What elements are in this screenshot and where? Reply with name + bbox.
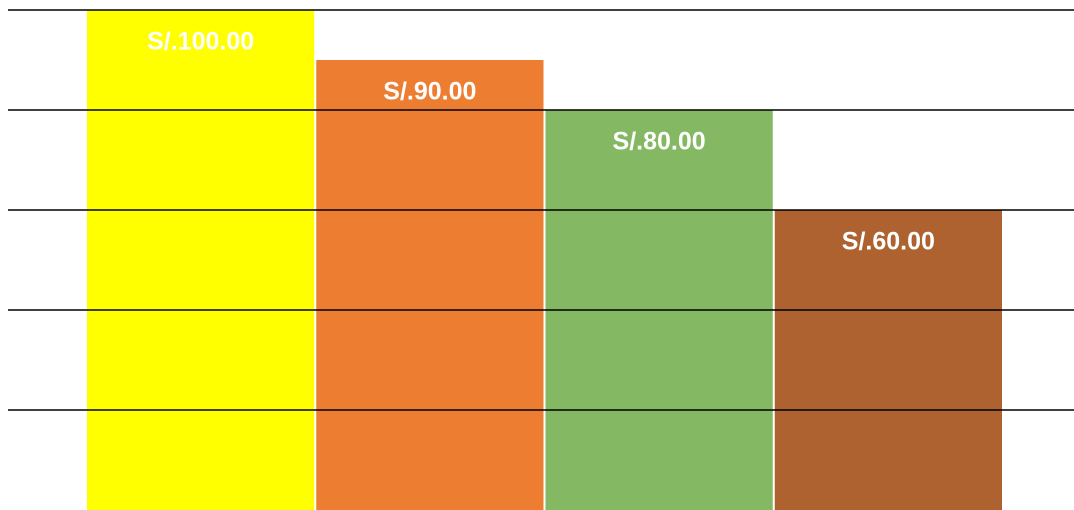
value-label: S/.60.00 xyxy=(842,228,935,256)
value-label: S/.100.00 xyxy=(147,28,254,56)
bar xyxy=(316,60,544,510)
bar xyxy=(774,210,1002,510)
value-label: S/.90.00 xyxy=(383,78,476,106)
value-label: S/.80.00 xyxy=(613,128,706,156)
bar xyxy=(87,10,315,510)
